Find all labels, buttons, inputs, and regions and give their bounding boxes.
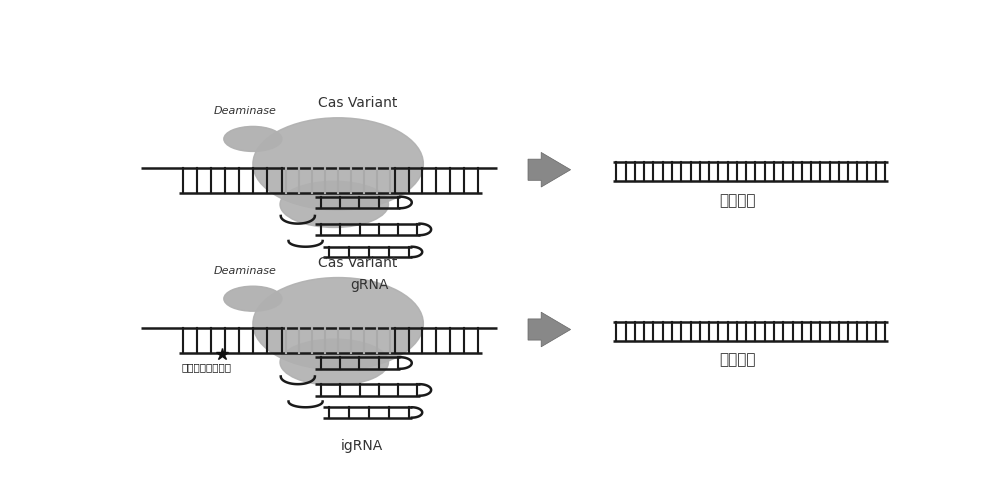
Text: Cas Variant: Cas Variant bbox=[318, 96, 397, 110]
Text: igRNA: igRNA bbox=[340, 439, 382, 453]
Text: gRNA: gRNA bbox=[350, 278, 388, 291]
Text: Deaminase: Deaminase bbox=[214, 106, 277, 116]
Text: Deaminase: Deaminase bbox=[214, 266, 277, 276]
Ellipse shape bbox=[280, 339, 388, 386]
FancyArrow shape bbox=[528, 312, 571, 347]
Ellipse shape bbox=[224, 126, 282, 152]
FancyArrow shape bbox=[528, 152, 571, 187]
Ellipse shape bbox=[253, 278, 423, 370]
Text: 插入、缺失、错配: 插入、缺失、错配 bbox=[181, 362, 231, 372]
Ellipse shape bbox=[224, 286, 282, 311]
Ellipse shape bbox=[253, 118, 423, 210]
Ellipse shape bbox=[280, 182, 388, 228]
Text: Cas Variant: Cas Variant bbox=[318, 256, 397, 270]
Text: 编辑窗口: 编辑窗口 bbox=[719, 352, 756, 368]
Text: 编辑窗口: 编辑窗口 bbox=[719, 193, 756, 208]
